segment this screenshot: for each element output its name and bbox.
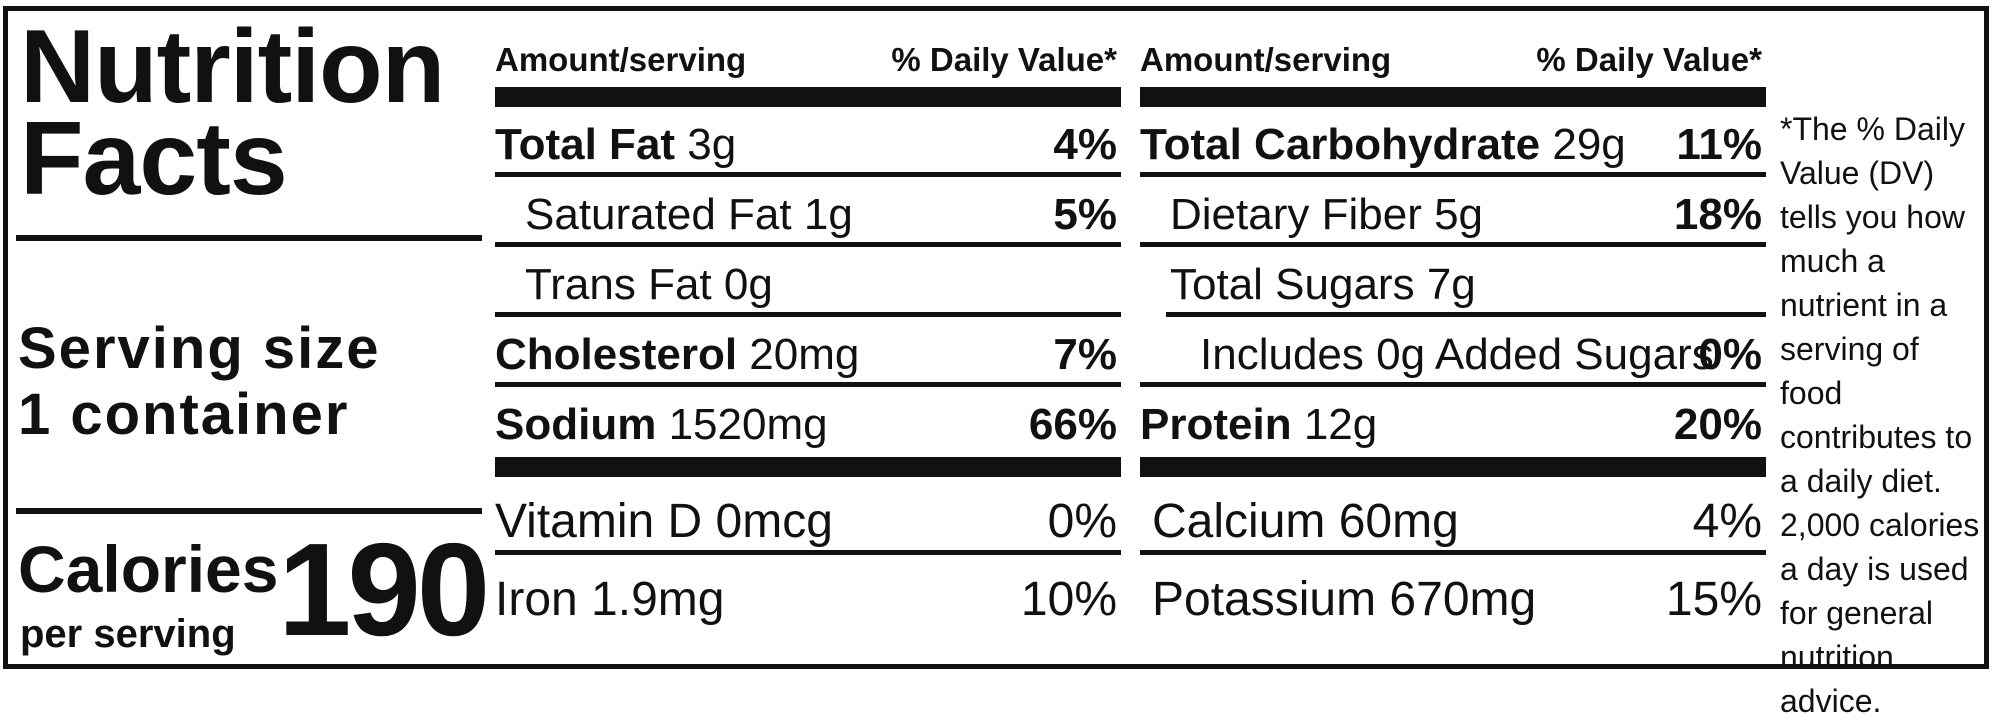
nutrient-name: Cholesterol — [495, 330, 738, 379]
vitamin-row-potassium: Potassium 670mg 15% — [1140, 555, 1766, 633]
nutrient-dv: 7% — [1053, 330, 1117, 379]
daily-value-footnote: *The % Daily Value (DV) tells you how mu… — [1780, 111, 1980, 719]
nutrient-dv: 20% — [1673, 400, 1762, 449]
nutrient-name: Dietary Fiber — [1170, 190, 1422, 239]
thick-rule — [495, 87, 1121, 107]
nutrient-amount: 20mg — [749, 330, 860, 379]
nutrient-amount: 5g — [1434, 190, 1484, 239]
column-header: Amount/serving % Daily Value* — [495, 41, 1121, 87]
serving-size-label: Serving size — [18, 316, 381, 381]
nutrient-dv: 66% — [1028, 400, 1117, 449]
nutrient-name: Protein — [1140, 400, 1292, 449]
amount-header: Amount/serving — [1140, 41, 1392, 78]
vitamin-row-iron: Iron 1.9mg 10% — [495, 555, 1121, 633]
nutrient-row-total-carbohydrate: Total Carbohydrate 29g 11% — [1140, 107, 1766, 177]
calories-label: Calories — [18, 532, 279, 606]
nutrient-row-total-fat: Total Fat 3g 4% — [495, 107, 1121, 177]
nutrition-facts-label: Nutrition Facts Serving size 1 container… — [3, 6, 1989, 719]
thick-rule — [1140, 457, 1766, 477]
nutrient-amount: 29g — [1552, 120, 1626, 169]
thick-rule — [495, 457, 1121, 477]
nutrient-name: Sodium — [495, 400, 657, 449]
nutrient-row-protein: Protein 12g 20% — [1140, 387, 1766, 457]
nutrient-row-trans-fat: Trans Fat 0g — [495, 247, 1121, 317]
dv-header: % Daily Value* — [891, 41, 1117, 78]
nutrient-dv: 4% — [1053, 120, 1117, 169]
nutrient-amount: 1520mg — [668, 400, 828, 449]
vitamin-name: Calcium 60mg — [1152, 495, 1459, 548]
serving-size: Serving size 1 container — [18, 316, 380, 448]
nutrient-amount: 1g — [803, 190, 853, 239]
vitamin-dv: 15% — [1665, 573, 1762, 626]
vitamin-row-vitamin-d: Vitamin D 0mcg 0% — [495, 477, 1121, 555]
nutrient-name: Includes 0g Added Sugars — [1200, 330, 1714, 379]
nutrient-amount: 3g — [687, 120, 737, 169]
nutrient-row-dietary-fiber: Dietary Fiber 5g 18% — [1140, 177, 1766, 247]
vitamin-row-calcium: Calcium 60mg 4% — [1140, 477, 1766, 555]
nutrient-amount: 12g — [1303, 400, 1378, 449]
nutrient-dv: 0% — [1698, 330, 1762, 379]
vitamin-name: Potassium 670mg — [1152, 573, 1537, 626]
nutrient-row-total-sugars: Total Sugars 7g — [1140, 247, 1766, 317]
title-line-2: Facts — [20, 101, 288, 217]
nutrient-name: Saturated Fat — [525, 190, 792, 239]
vitamin-dv: 4% — [1692, 495, 1762, 548]
calories-value: 190 — [278, 516, 490, 663]
nutrient-dv: 5% — [1053, 190, 1117, 239]
vitamin-dv: 0% — [1047, 495, 1117, 548]
nutrient-name: Total Carbohydrate — [1140, 120, 1541, 169]
divider-serving — [16, 508, 482, 514]
calories-sub-label: per serving — [20, 612, 236, 656]
title-line-1: Nutrition — [20, 9, 445, 125]
dv-header: % Daily Value* — [1536, 41, 1762, 78]
nutrient-row-sodium: Sodium 1520mg 66% — [495, 387, 1121, 457]
column-header: Amount/serving % Daily Value* — [1140, 41, 1766, 87]
serving-size-value: 1 container — [18, 382, 350, 447]
nutrient-column-left: Amount/serving % Daily Value* Total Fat … — [495, 41, 1121, 633]
nutrient-amount: 7g — [1426, 260, 1476, 309]
vitamin-dv: 10% — [1020, 573, 1117, 626]
nutrient-column-right: Amount/serving % Daily Value* Total Carb… — [1140, 41, 1766, 633]
nutrient-row-cholesterol: Cholesterol 20mg 7% — [495, 317, 1121, 387]
thick-rule — [1140, 87, 1766, 107]
nutrient-amount: 0g — [723, 260, 773, 309]
nutrient-name: Total Fat — [495, 120, 676, 169]
vitamin-name: Iron 1.9mg — [495, 573, 725, 626]
divider-title — [16, 235, 482, 241]
nutrient-name: Trans Fat — [525, 260, 712, 309]
nutrient-row-saturated-fat: Saturated Fat 1g 5% — [495, 177, 1121, 247]
vitamin-name: Vitamin D 0mcg — [495, 495, 833, 548]
amount-header: Amount/serving — [495, 41, 747, 78]
label-title: Nutrition Facts — [20, 9, 445, 217]
nutrient-dv: 11% — [1676, 120, 1762, 169]
nutrient-dv: 18% — [1673, 190, 1762, 239]
nutrient-name: Total Sugars — [1170, 260, 1415, 309]
nutrient-row-added-sugars: Includes 0g Added Sugars 0% — [1140, 317, 1766, 387]
